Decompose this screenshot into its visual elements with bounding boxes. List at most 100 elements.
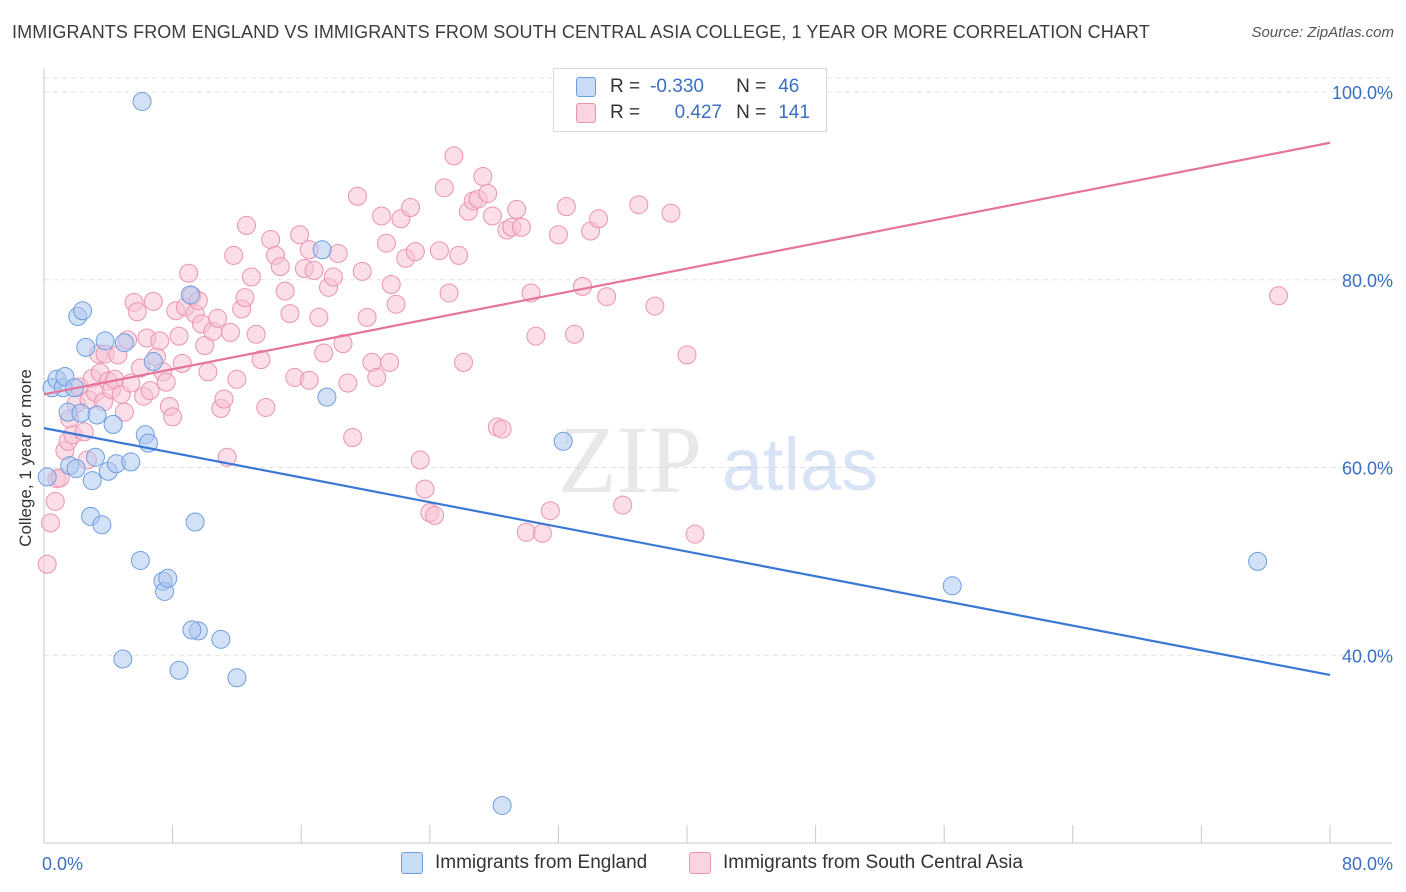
data-point-south-central-asia <box>492 419 512 439</box>
data-point-south-central-asia <box>405 242 425 262</box>
data-point-south-central-asia <box>143 291 163 311</box>
data-point-england <box>73 301 93 321</box>
data-point-south-central-asia <box>220 322 240 342</box>
data-point-south-central-asia <box>280 304 300 324</box>
data-point-south-central-asia <box>376 233 396 253</box>
data-point-south-central-asia <box>473 167 493 187</box>
data-point-south-central-asia <box>314 343 334 363</box>
legend-n-value-south-central-asia: 141 <box>778 102 810 123</box>
legend-r-value-south-central-asia: 0.427 <box>674 102 723 123</box>
data-point-south-central-asia <box>256 397 276 417</box>
data-point-south-central-asia <box>645 296 665 316</box>
data-point-south-central-asia <box>198 362 218 382</box>
data-point-south-central-asia <box>352 261 372 281</box>
data-point-south-central-asia <box>347 186 367 206</box>
data-point-south-central-asia <box>434 178 454 198</box>
england-swatch <box>576 77 596 97</box>
data-point-south-central-asia <box>241 267 261 287</box>
data-point-england <box>942 576 962 596</box>
data-point-south-central-asia <box>556 197 576 217</box>
y-tick-label: 40.0% <box>1342 646 1393 666</box>
data-point-south-central-asia <box>235 288 255 308</box>
chart-title: IMMIGRANTS FROM ENGLAND VS IMMIGRANTS FR… <box>12 22 1150 42</box>
data-point-england <box>95 331 115 351</box>
y-tick-label: 60.0% <box>1342 459 1393 479</box>
data-point-england <box>211 629 231 649</box>
data-point-south-central-asia <box>410 450 430 470</box>
data-point-south-central-asia <box>37 554 57 574</box>
data-point-south-central-asia <box>195 336 215 356</box>
data-point-south-central-asia <box>270 257 290 277</box>
data-point-south-central-asia <box>150 331 170 351</box>
data-point-south-central-asia <box>540 501 560 521</box>
legend-r-label: R = <box>610 102 641 123</box>
data-point-england <box>76 337 96 357</box>
data-point-south-central-asia <box>381 275 401 295</box>
data-point-south-central-asia <box>208 308 228 328</box>
data-point-south-central-asia <box>214 389 234 409</box>
y-tick-label: 80.0% <box>1342 271 1393 291</box>
trend-lines <box>43 141 1331 677</box>
data-point-south-central-asia <box>224 245 244 265</box>
data-point-england <box>87 405 107 425</box>
data-point-england <box>113 649 133 669</box>
data-point-south-central-asia <box>290 225 310 245</box>
data-point-england <box>312 240 332 260</box>
tick-labels: 40.0% 60.0% 80.0% 100.0% 0.0% 80.0% <box>42 83 1393 874</box>
data-point-south-central-asia <box>237 215 257 235</box>
x-tick-label: 0.0% <box>42 854 83 874</box>
watermark-atlas: atlas <box>722 423 878 506</box>
data-point-england <box>71 403 91 423</box>
data-point-england <box>132 91 152 111</box>
data-point-south-central-asia <box>40 513 60 533</box>
data-point-south-central-asia <box>380 352 400 372</box>
south-central-asia-legend-swatch <box>689 852 711 874</box>
data-point-south-central-asia <box>309 307 329 327</box>
grid-lines <box>44 77 1392 656</box>
data-point-england <box>66 458 86 478</box>
data-point-england <box>37 467 57 487</box>
south-central-asia-swatch <box>576 103 596 123</box>
data-point-south-central-asia <box>429 241 449 261</box>
data-point-south-central-asia <box>45 491 65 511</box>
trend-line-england <box>43 427 1331 677</box>
watermark-zip: ZIP <box>558 406 702 513</box>
data-point-south-central-asia <box>372 206 392 226</box>
data-point-south-central-asia <box>299 370 319 390</box>
series-england-points <box>37 91 1268 815</box>
data-point-england <box>227 668 247 688</box>
data-point-south-central-asia <box>386 294 406 314</box>
data-point-south-central-asia <box>629 195 649 215</box>
legend-row-south-central-asia: R = 0.427 N = 141 <box>576 100 810 126</box>
data-point-england <box>130 550 150 570</box>
data-point-england <box>1248 551 1268 571</box>
data-point-south-central-asia <box>449 245 469 265</box>
data-point-england <box>169 660 189 680</box>
data-point-south-central-asia <box>482 206 502 226</box>
data-point-england <box>317 387 337 407</box>
data-point-south-central-asia <box>507 199 527 219</box>
data-point-south-central-asia <box>74 422 94 442</box>
data-point-south-central-asia <box>511 217 531 237</box>
data-point-south-central-asia <box>401 198 421 218</box>
data-point-south-central-asia <box>169 326 189 346</box>
data-point-south-central-asia <box>367 367 387 387</box>
data-point-england <box>185 512 205 532</box>
data-point-south-central-asia <box>573 276 593 296</box>
data-point-south-central-asia <box>304 260 324 280</box>
data-point-england <box>121 452 141 472</box>
legend-item-south-central-asia[interactable]: Immigrants from South Central Asia <box>689 852 1023 874</box>
data-point-england <box>158 568 178 588</box>
data-point-south-central-asia <box>338 373 358 393</box>
legend-n-label: N = <box>736 76 767 97</box>
data-point-south-central-asia <box>425 505 445 525</box>
data-point-south-central-asia <box>597 287 617 307</box>
england-legend-swatch <box>401 852 423 874</box>
data-point-south-central-asia <box>246 324 266 344</box>
legend-n-value-england: 46 <box>778 76 800 97</box>
data-point-south-central-asia <box>685 524 705 544</box>
data-point-south-central-asia <box>275 281 295 301</box>
legend-item-england[interactable]: Immigrants from England <box>401 852 647 874</box>
y-axis-label: College, 1 year or more <box>16 369 35 547</box>
data-point-south-central-asia <box>328 244 348 264</box>
